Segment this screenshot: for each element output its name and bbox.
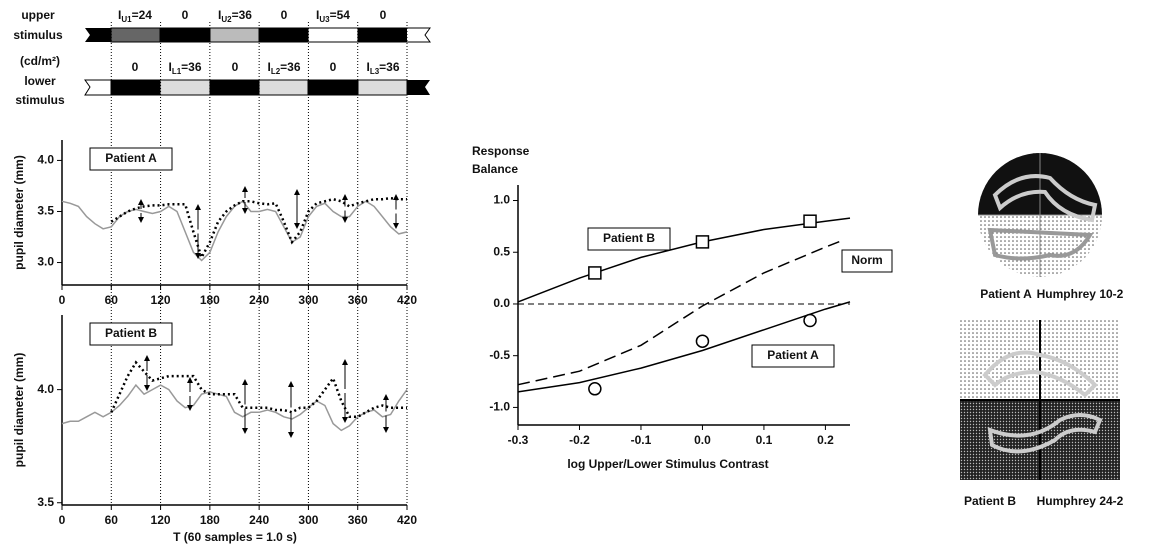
- map-test: Humphrey 24-2: [1037, 494, 1124, 508]
- level-label: IU3=54: [316, 8, 350, 24]
- level-label: 0: [380, 8, 387, 22]
- level-part: 0: [380, 8, 387, 22]
- circle-marker: [804, 315, 816, 327]
- level-part: =36: [232, 8, 253, 22]
- x-axis-label: T (60 samples = 1.0 s): [173, 530, 297, 544]
- panel-title: Patient B: [105, 326, 157, 340]
- level-part: =24: [132, 8, 153, 22]
- level-part: U2: [221, 15, 232, 24]
- level-label: 0: [182, 8, 189, 22]
- x-tick-label: 0: [59, 293, 66, 307]
- y-tick-label: 0.0: [493, 296, 510, 310]
- map-patient: Patient B: [964, 494, 1016, 508]
- visual-field-b: [960, 320, 1120, 480]
- circle-marker: [589, 383, 601, 395]
- series-label: Norm: [851, 253, 882, 267]
- x-tick-label: 0.1: [756, 433, 773, 447]
- level-part: 0: [281, 8, 288, 22]
- x-tick-label: 0: [59, 513, 66, 527]
- series-line: [111, 198, 407, 257]
- square-marker: [589, 267, 601, 279]
- chart-title: Balance: [472, 162, 518, 176]
- x-tick-label: 120: [151, 513, 171, 527]
- level-label: 0: [132, 60, 139, 74]
- upper-label: upper: [21, 8, 55, 22]
- level-part: U3: [319, 15, 330, 24]
- series-label: Patient A: [767, 348, 819, 362]
- x-tick-label: 300: [298, 293, 318, 307]
- y-tick-label: 1.0: [493, 193, 510, 207]
- map-test: Humphrey 10-2: [1037, 287, 1124, 301]
- x-tick-label: 420: [397, 293, 417, 307]
- x-tick-label: 0.0: [694, 433, 711, 447]
- series-line: [518, 218, 850, 302]
- level-label: IL3=36: [366, 60, 399, 76]
- y-tick-label: 4.0: [37, 153, 54, 167]
- y-axis-label: pupil diameter (mm): [12, 353, 26, 468]
- x-tick-label: 240: [249, 513, 269, 527]
- level-label: IL1=36: [168, 60, 201, 76]
- y-tick-label: -0.5: [489, 348, 510, 362]
- level-part: 0: [182, 8, 189, 22]
- level-part: =36: [181, 60, 202, 74]
- y-tick-label: 0.5: [493, 244, 510, 258]
- x-tick-label: -0.3: [508, 433, 529, 447]
- units-label: (cd/m²): [20, 54, 60, 68]
- y-tick-label: 3.0: [37, 255, 54, 269]
- upper-label: stimulus: [13, 28, 63, 42]
- x-tick-label: 0.2: [817, 433, 834, 447]
- x-tick-label: 180: [200, 513, 220, 527]
- level-label: 0: [232, 60, 239, 74]
- square-marker: [696, 236, 708, 248]
- y-tick-label: 3.5: [37, 204, 54, 218]
- level-label: IU2=36: [218, 8, 252, 24]
- level-part: 0: [132, 60, 139, 74]
- level-part: =36: [280, 60, 301, 74]
- x-tick-label: -0.2: [569, 433, 590, 447]
- level-label: IU1=24: [118, 8, 152, 24]
- x-tick-label: 300: [298, 513, 318, 527]
- x-tick-label: -0.1: [631, 433, 652, 447]
- x-tick-label: 60: [105, 293, 119, 307]
- x-tick-label: 180: [200, 293, 220, 307]
- y-tick-label: -1.0: [489, 400, 510, 414]
- circle-marker: [696, 335, 708, 347]
- visual-field-a: [978, 153, 1102, 277]
- x-axis-label: log Upper/Lower Stimulus Contrast: [567, 457, 768, 471]
- level-part: U1: [121, 15, 132, 24]
- level-label: IL2=36: [267, 60, 300, 76]
- y-tick-label: 4.0: [37, 382, 54, 396]
- y-axis-label: pupil diameter (mm): [12, 155, 26, 270]
- level-label: 0: [281, 8, 288, 22]
- x-tick-label: 360: [348, 293, 368, 307]
- lower-label: stimulus: [15, 93, 65, 107]
- map-patient: Patient A: [980, 287, 1032, 301]
- lower-label: lower: [24, 74, 56, 88]
- square-marker: [804, 215, 816, 227]
- x-tick-label: 360: [348, 513, 368, 527]
- panel-title: Patient A: [105, 151, 157, 165]
- figure: upper stimulus (cd/m²) lower stimulus Pa…: [0, 0, 1155, 550]
- y-tick-label: 3.5: [37, 495, 54, 509]
- series-line: [62, 201, 407, 260]
- x-tick-label: 120: [151, 293, 171, 307]
- x-tick-label: 420: [397, 513, 417, 527]
- x-tick-label: 240: [249, 293, 269, 307]
- x-tick-label: 60: [105, 513, 119, 527]
- level-part: 0: [330, 60, 337, 74]
- level-label: 0: [330, 60, 337, 74]
- level-part: =36: [379, 60, 400, 74]
- chart-title: Response: [472, 144, 530, 158]
- level-part: 0: [232, 60, 239, 74]
- series-label: Patient B: [603, 231, 655, 245]
- level-part: =54: [330, 8, 351, 22]
